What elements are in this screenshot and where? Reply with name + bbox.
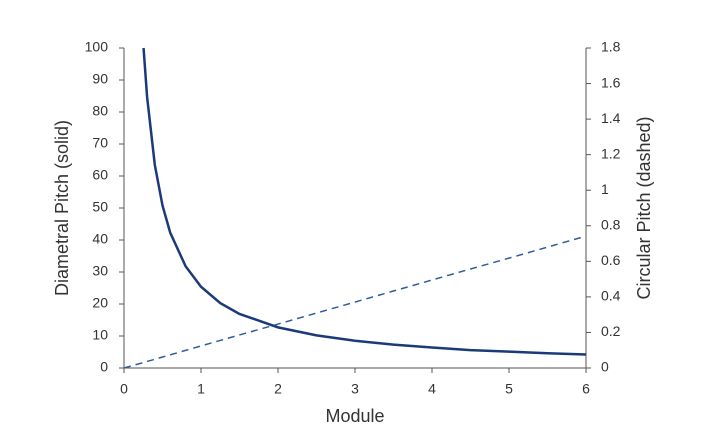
y-tick-label: 0: [100, 359, 108, 375]
x-tick-label: 6: [582, 381, 590, 397]
y2-axis-title: Circular Pitch (dashed): [634, 116, 654, 299]
y2-tick-label: 0.8: [601, 216, 621, 232]
data-line: [123, 235, 587, 369]
x-tick-label: 0: [120, 381, 128, 397]
y2-tick-label: 1.4: [601, 110, 621, 126]
y2-tick-label: 0: [601, 359, 609, 375]
y-tick-label: 70: [92, 135, 108, 151]
y2-tick-label: 1.2: [601, 145, 621, 161]
y-tick-label: 60: [92, 167, 108, 183]
x-tick-label: 4: [428, 381, 436, 397]
y-tick-label: 50: [92, 199, 108, 215]
y-tick-label: 10: [92, 327, 108, 343]
data-line: [142, 47, 587, 356]
y-tick-label: 40: [92, 231, 108, 247]
y2-tick-label: 0.2: [601, 323, 621, 339]
y2-tick-label: 1: [601, 181, 609, 197]
y-tick-label: 80: [92, 103, 108, 119]
y2-tick-label: 1.8: [601, 39, 621, 55]
y2-tick-label: 0.4: [601, 288, 621, 304]
x-axis-title: Module: [325, 406, 384, 426]
x-tick-label: 1: [197, 381, 205, 397]
x-tick-label: 2: [274, 381, 282, 397]
y-tick-label: 30: [92, 263, 108, 279]
y-tick-label: 20: [92, 295, 108, 311]
y-tick-label: 90: [92, 71, 108, 87]
y-tick-label: 100: [85, 39, 109, 55]
x-tick-label: 3: [351, 381, 359, 397]
x-tick-label: 5: [505, 381, 513, 397]
y2-tick-label: 0.6: [601, 252, 621, 268]
y-axis-title: Diametral Pitch (solid): [52, 120, 72, 296]
y2-tick-label: 1.6: [601, 74, 621, 90]
